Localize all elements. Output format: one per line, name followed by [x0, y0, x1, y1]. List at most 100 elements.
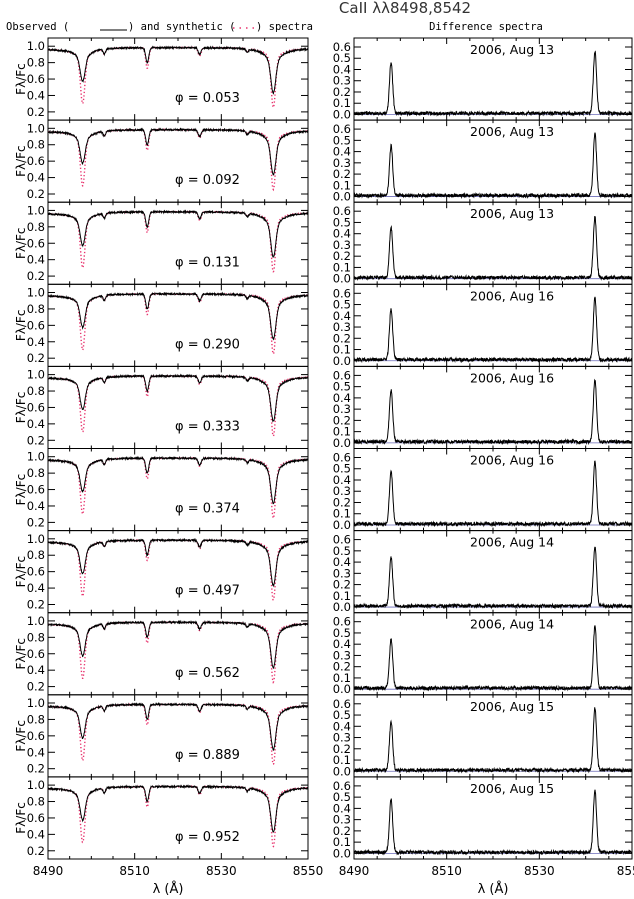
x-axis-label-right: λ (Å) — [478, 881, 509, 897]
y-tick-label: 0.0 — [333, 600, 351, 614]
y-tick-label: 0.3 — [333, 320, 351, 334]
y-tick-label: 0.4 — [27, 417, 45, 431]
panel-frame — [47, 37, 309, 121]
phase-label: φ = 0.092 — [175, 173, 240, 188]
right-panel: 2006, Aug 16 0.00.10.20.30.40.50.6 — [333, 283, 633, 368]
y-tick-label: 0.0 — [333, 272, 351, 286]
y-tick-label: 1.0 — [27, 39, 45, 53]
right-panel: 2006, Aug 13 0.00.10.20.30.40.50.6 — [333, 201, 633, 286]
phase-label: φ = 0.374 — [175, 502, 240, 517]
y-tick-label: 0.6 — [27, 236, 45, 250]
y-tick-label: 0.1 — [333, 425, 351, 439]
y-tick-label: 0.8 — [27, 56, 45, 70]
date-label: 2006, Aug 16 — [470, 370, 554, 385]
observed-spectrum-line — [47, 702, 309, 752]
observed-synthetic-panels: Fλ/Fc φ = 0.053 0.2 0.4 0.6 0.8 1.0 Fλ/Fc φ = 0.… — [14, 37, 323, 878]
y-tick-label: 1.0 — [27, 614, 45, 628]
date-label: 2006, Aug 16 — [470, 453, 554, 468]
observed-spectrum-line — [47, 373, 309, 423]
y-tick-label: 0.4 — [333, 391, 351, 405]
panel-frame — [47, 776, 309, 860]
phase-label: φ = 0.053 — [175, 91, 240, 106]
x-tick-label: 8490 — [33, 864, 64, 878]
y-tick-label: 0.5 — [333, 298, 351, 312]
y-tick-label: 0.8 — [27, 384, 45, 398]
y-tick-label: 0.5 — [333, 215, 351, 229]
y-tick-label: 0.6 — [27, 565, 45, 579]
y-tick-label: 1.0 — [27, 450, 45, 464]
y-axis-label: Fλ/Fc — [14, 556, 28, 588]
y-tick-label: 0.4 — [333, 309, 351, 323]
y-tick-label: 0.5 — [333, 626, 351, 640]
y-tick-label: 0.1 — [333, 835, 351, 849]
difference-spectrum-line — [353, 546, 633, 610]
phase-label: φ = 0.333 — [175, 420, 240, 435]
panel-frame — [47, 694, 309, 778]
y-tick-label: 0.6 — [333, 697, 351, 711]
y-tick-label: 1.0 — [27, 532, 45, 546]
y-tick-label: 0.2 — [27, 597, 45, 611]
y-tick-label: 0.2 — [333, 660, 351, 674]
right-panel: 2006, Aug 15 0.00.10.20.30.40.50.6 8490 851… — [333, 776, 634, 878]
panel-frame — [47, 448, 309, 532]
y-tick-label: 0.2 — [27, 105, 45, 119]
y-tick-label: 0.1 — [333, 178, 351, 192]
y-tick-label: 0.2 — [27, 187, 45, 201]
y-tick-label: 0.6 — [333, 204, 351, 218]
y-tick-label: 0.4 — [333, 145, 351, 159]
y-tick-label: 0.6 — [27, 811, 45, 825]
y-axis-label: Fλ/Fc — [14, 720, 28, 752]
y-axis-label: Fλ/Fc — [14, 802, 28, 834]
phase-label: φ = 0.290 — [175, 337, 240, 352]
y-tick-label: 0.3 — [333, 156, 351, 170]
y-tick-label: 0.1 — [333, 671, 351, 685]
y-tick-label: 0.5 — [333, 790, 351, 804]
left-panel: Fλ/Fc φ = 0.092 0.2 0.4 0.6 0.8 1.0 — [14, 119, 309, 203]
y-tick-label: 0.2 — [27, 269, 45, 283]
date-label: 2006, Aug 13 — [470, 206, 554, 221]
left-panel: Fλ/Fc φ = 0.497 0.2 0.4 0.6 0.8 1.0 — [14, 530, 309, 614]
y-tick-label: 0.5 — [333, 133, 351, 147]
y-tick-label: 0.4 — [333, 801, 351, 815]
y-tick-label: 0.1 — [333, 753, 351, 767]
left-header: Observed ( ) and synthetic ( ) spectra — [6, 21, 313, 33]
y-tick-label: 0.6 — [333, 286, 351, 300]
y-tick-label: 0.8 — [27, 302, 45, 316]
date-label: 2006, Aug 14 — [470, 617, 554, 632]
y-tick-label: 0.2 — [27, 515, 45, 529]
left-panel: Fλ/Fc φ = 0.053 0.2 0.4 0.6 0.8 1.0 — [14, 37, 309, 121]
y-tick-label: 0.4 — [27, 335, 45, 349]
y-tick-label: 0.2 — [27, 844, 45, 858]
y-tick-label: 0.5 — [333, 544, 351, 558]
left-panel: Fλ/Fc φ = 0.562 0.2 0.4 0.6 0.8 1.0 — [14, 612, 309, 696]
y-tick-label: 0.4 — [333, 473, 351, 487]
y-tick-label: 0.2 — [333, 413, 351, 427]
left-header-mid: ) and synthetic ( — [128, 21, 235, 33]
y-tick-label: 0.6 — [333, 368, 351, 382]
y-tick-label: 0.6 — [27, 154, 45, 168]
right-panel: 2006, Aug 16 0.00.10.20.30.40.50.6 — [333, 365, 633, 450]
y-tick-label: 0.1 — [333, 343, 351, 357]
y-tick-label: 0.3 — [333, 484, 351, 498]
left-panel: Fλ/Fc φ = 0.333 0.2 0.4 0.6 0.8 1.0 — [14, 365, 309, 449]
y-tick-label: 0.6 — [333, 533, 351, 547]
y-tick-label: 0.4 — [27, 745, 45, 759]
right-panel: 2006, Aug 16 0.00.10.20.30.40.50.6 — [333, 448, 633, 532]
right-panel: 2006, Aug 13 0.00.10.20.30.40.50.6 — [333, 37, 633, 121]
date-label: 2006, Aug 14 — [470, 535, 554, 550]
difference-spectrum-line — [353, 460, 633, 528]
panel-frame — [47, 201, 309, 285]
y-tick-label: 0.2 — [333, 249, 351, 263]
y-tick-label: 0.8 — [27, 220, 45, 234]
right-panel: 2006, Aug 14 0.00.10.20.30.40.50.6 — [333, 530, 633, 614]
y-tick-label: 0.4 — [27, 499, 45, 513]
observed-spectrum-line — [47, 291, 309, 341]
phase-label: φ = 0.562 — [175, 666, 240, 681]
observed-spectrum-line — [48, 455, 309, 505]
observed-spectrum-line — [47, 127, 309, 176]
difference-spectrum-line — [353, 132, 633, 200]
observed-spectrum-line — [47, 619, 309, 670]
y-tick-label: 0.2 — [333, 331, 351, 345]
y-tick-label: 0.2 — [333, 167, 351, 181]
y-tick-label: 0.5 — [333, 708, 351, 722]
